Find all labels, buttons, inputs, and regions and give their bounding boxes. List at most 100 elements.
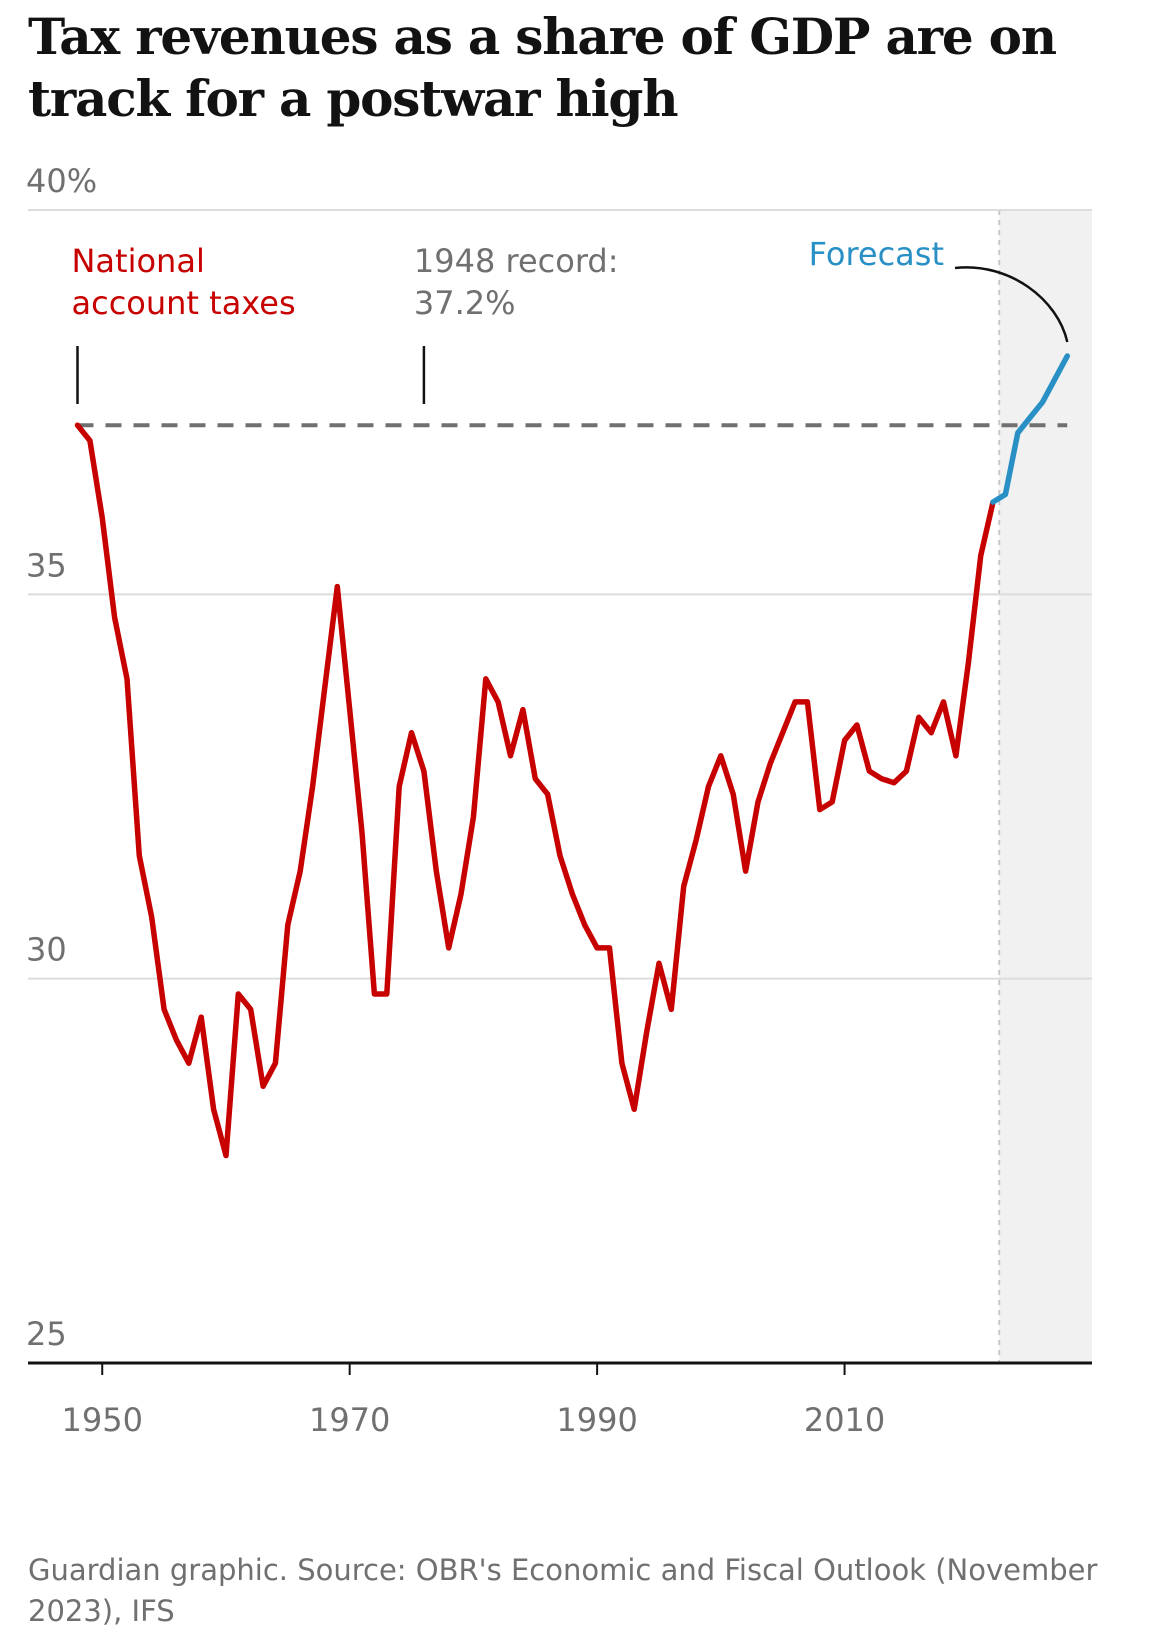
data-point-actual-1960 bbox=[223, 1152, 229, 1158]
data-point-actual-1968 bbox=[322, 684, 328, 690]
data-point-actual-1992 bbox=[619, 1060, 625, 1066]
data-point-actual-1957 bbox=[186, 1060, 192, 1066]
data-point-actual-1980 bbox=[470, 814, 476, 820]
line-chart: 25 30 35 40% 1950 1970 1990 2010 National acco… bbox=[26, 162, 1092, 1439]
data-point-forecast-2027 bbox=[1052, 376, 1058, 382]
data-point-actual-1981 bbox=[483, 676, 489, 682]
annotation-1948-record: 1948 record: 37.2% bbox=[414, 242, 629, 322]
data-point-forecast-2024 bbox=[1015, 430, 1021, 436]
data-point-actual-1996 bbox=[668, 1006, 674, 1012]
data-point-actual-1978 bbox=[446, 945, 452, 951]
data-point-actual-1991 bbox=[606, 945, 612, 951]
data-point-actual-1970 bbox=[347, 707, 353, 713]
x-tick-label-1950: 1950 bbox=[62, 1401, 143, 1439]
data-point-actual-1975 bbox=[409, 730, 415, 736]
data-point-actual-2002 bbox=[743, 868, 749, 874]
data-point-actual-2018 bbox=[941, 699, 947, 705]
data-point-actual-1953 bbox=[136, 853, 142, 859]
data-point-actual-1971 bbox=[359, 830, 365, 836]
annotation-national-line2: account taxes bbox=[71, 284, 295, 322]
data-point-actual-2019 bbox=[953, 753, 959, 759]
data-point-actual-1993 bbox=[631, 1106, 637, 1112]
data-point-actual-1959 bbox=[211, 1106, 217, 1112]
data-point-actual-1987 bbox=[557, 853, 563, 859]
data-point-actual-1962 bbox=[248, 1006, 254, 1012]
data-point-actual-1974 bbox=[396, 784, 402, 790]
data-point-actual-1984 bbox=[520, 707, 526, 713]
data-point-forecast-2028 bbox=[1064, 353, 1070, 359]
data-point-actual-1976 bbox=[421, 768, 427, 774]
annotation-record-line1: 1948 record: bbox=[414, 242, 619, 280]
forecast-shade bbox=[999, 210, 1092, 1363]
data-point-actual-1963 bbox=[260, 1083, 266, 1089]
data-points bbox=[74, 353, 1070, 1158]
data-point-forecast-2025 bbox=[1027, 415, 1033, 421]
data-point-actual-2014 bbox=[891, 780, 897, 786]
series-line-forecast bbox=[990, 353, 1071, 505]
data-point-actual-1995 bbox=[656, 960, 662, 966]
data-point-actual-1990 bbox=[594, 945, 600, 951]
data-point-actual-1988 bbox=[569, 891, 575, 897]
annotation-record-line2: 37.2% bbox=[414, 284, 516, 322]
data-point-actual-2015 bbox=[903, 768, 909, 774]
data-point-actual-1979 bbox=[458, 891, 464, 897]
data-point-forecast-2022 bbox=[990, 499, 996, 505]
data-point-actual-1949 bbox=[87, 438, 93, 444]
data-point-actual-1958 bbox=[198, 1014, 204, 1020]
data-point-actual-1997 bbox=[681, 883, 687, 889]
data-point-actual-2000 bbox=[718, 753, 724, 759]
annotation-forecast-leader bbox=[954, 266, 1069, 343]
annotation-forecast: Forecast bbox=[809, 235, 944, 273]
chart-title: Tax revenues as a share of GDP are on tr… bbox=[28, 7, 1057, 128]
data-point-actual-1986 bbox=[545, 791, 551, 797]
data-point-actual-1954 bbox=[149, 914, 155, 920]
data-point-actual-2009 bbox=[829, 799, 835, 805]
data-point-actual-1998 bbox=[693, 837, 699, 843]
data-point-actual-1973 bbox=[384, 991, 390, 997]
data-point-actual-1989 bbox=[582, 922, 588, 928]
x-tick-label-1990: 1990 bbox=[556, 1401, 637, 1439]
data-point-actual-2012 bbox=[866, 768, 872, 774]
data-point-actual-2004 bbox=[767, 760, 773, 766]
y-tick-label-25: 25 bbox=[26, 1315, 67, 1353]
data-point-actual-1983 bbox=[508, 753, 514, 759]
data-point-actual-2017 bbox=[928, 730, 934, 736]
data-point-actual-2016 bbox=[916, 714, 922, 720]
data-point-actual-1969 bbox=[334, 584, 340, 590]
data-point-actual-2005 bbox=[780, 730, 786, 736]
y-tick-label-35: 35 bbox=[26, 546, 67, 584]
data-point-actual-2006 bbox=[792, 699, 798, 705]
data-point-actual-1964 bbox=[272, 1060, 278, 1066]
y-tick-label-40: 40% bbox=[26, 162, 97, 200]
data-point-actual-1966 bbox=[297, 868, 303, 874]
data-point-actual-1965 bbox=[285, 922, 291, 928]
data-point-forecast-2026 bbox=[1040, 399, 1046, 405]
data-point-actual-1952 bbox=[124, 676, 130, 682]
series-line-national-account-taxes bbox=[74, 422, 996, 1159]
data-point-actual-1999 bbox=[705, 784, 711, 790]
data-point-actual-1956 bbox=[173, 1037, 179, 1043]
data-point-actual-2013 bbox=[879, 776, 885, 782]
data-point-actual-1951 bbox=[112, 614, 118, 620]
data-point-actual-2007 bbox=[804, 699, 810, 705]
data-point-actual-1967 bbox=[310, 784, 316, 790]
y-axis-ticks: 25 30 35 40% bbox=[26, 162, 97, 1353]
data-point-actual-2020 bbox=[965, 661, 971, 667]
source-note: Guardian graphic. Source: OBR's Economic… bbox=[28, 1553, 1098, 1628]
annotation-national-account-taxes: National account taxes bbox=[71, 242, 295, 322]
data-point-actual-1982 bbox=[495, 699, 501, 705]
x-tick-label-2010: 2010 bbox=[804, 1401, 885, 1439]
y-tick-label-30: 30 bbox=[26, 931, 67, 969]
x-tick-label-1970: 1970 bbox=[309, 1401, 390, 1439]
data-point-actual-1961 bbox=[235, 991, 241, 997]
data-point-forecast-2023 bbox=[1002, 491, 1008, 497]
data-point-actual-2003 bbox=[755, 799, 761, 805]
annotation-national-line1: National bbox=[71, 242, 204, 280]
data-point-actual-1985 bbox=[532, 776, 538, 782]
data-point-actual-2008 bbox=[817, 807, 823, 813]
data-point-actual-2011 bbox=[854, 722, 860, 728]
data-point-actual-1994 bbox=[644, 1029, 650, 1035]
data-point-actual-1955 bbox=[161, 1006, 167, 1012]
data-point-actual-1950 bbox=[99, 514, 105, 520]
data-point-actual-2001 bbox=[730, 791, 736, 797]
